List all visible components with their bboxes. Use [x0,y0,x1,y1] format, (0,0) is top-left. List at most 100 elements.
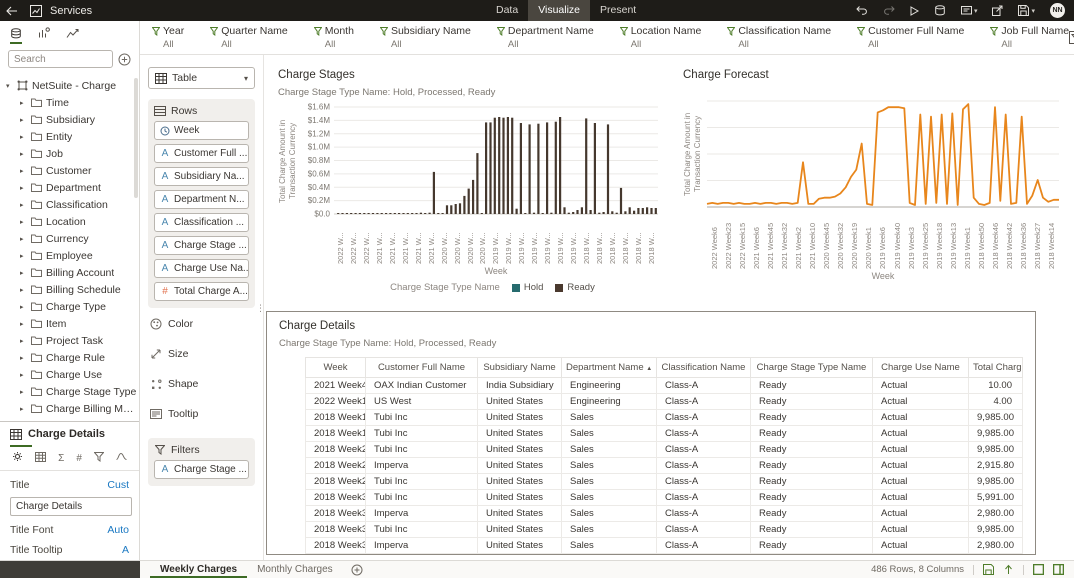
expander-closed-icon[interactable]: ▸ [20,337,24,345]
filter-value[interactable]: All [738,39,749,50]
filter-value[interactable]: All [324,39,336,50]
filter-customer-full-name[interactable]: Customer Full Name All [857,25,964,50]
tab-format-numbers[interactable]: # [76,452,82,464]
expander-closed-icon[interactable]: ▸ [20,201,24,209]
table-row[interactable]: 2018 Week36ImpervaUnited StatesSalesClas… [305,537,1023,554]
field-chip-charge-use-na[interactable]: A Charge Use Na... [154,259,249,278]
filter-classification-name[interactable]: Classification Name All [727,25,831,50]
filter-value[interactable]: All [221,39,232,50]
expander-closed-icon[interactable]: ▸ [20,218,24,226]
filter-value[interactable]: All [507,39,519,50]
tab-data-layers[interactable] [35,451,47,465]
column-header-charge-stage-type-name[interactable]: Charge Stage Type Name [750,357,873,378]
expander-closed-icon[interactable]: ▸ [20,133,24,141]
tab-analytics[interactable] [116,452,127,464]
grammar-section-shape[interactable]: Shape [148,370,255,398]
tree-folder-item[interactable]: ▸ Item [0,315,139,332]
tab-visualizations-panel[interactable] [38,27,50,44]
tab-analytics-panel[interactable] [66,28,79,44]
field-chip-classification[interactable]: A Classification ... [154,213,249,232]
save-icon[interactable]: ▾ [1018,5,1035,16]
column-header-charge-use-name[interactable]: Charge Use Name [872,357,969,378]
panel-resize-handle[interactable]: ⋮ [256,303,265,313]
legend-item-ready[interactable]: Ready [555,282,595,293]
canvas-tab-weekly-charges[interactable]: Weekly Charges [150,561,247,578]
tree-folder-time[interactable]: ▸ Time [0,94,139,111]
column-header-classification-name[interactable]: Classification Name [656,357,751,378]
tree-folder-employee[interactable]: ▸ Employee [0,247,139,264]
field-chip-week[interactable]: Week [154,121,249,140]
tree-folder-charge-stage-type[interactable]: ▸ Charge Stage Type [0,383,139,400]
search-input[interactable] [8,50,113,68]
property-value[interactable]: Auto [107,524,129,536]
tab-data-panel[interactable] [10,28,22,44]
expander-closed-icon[interactable]: ▸ [20,371,24,379]
filter-value[interactable]: All [630,39,642,50]
expander-closed-icon[interactable]: ▸ [20,388,24,396]
column-header-total-charge-amount-in-transaction-currency[interactable]: Total Charge Amount in Transaction Curre… [968,357,1023,378]
charge-details-table[interactable]: Week Customer Full Name Subsidiary Name Dep… [305,357,1023,554]
filter-month[interactable]: Month All [313,25,354,50]
table-row[interactable]: 2018 Week3 Tubi Inc United States Sales Clas… [305,489,1023,506]
viz-type-select[interactable]: Table ▾ [148,67,255,89]
filter-department-name[interactable]: Department Name All [496,25,594,50]
field-chip-charge-stage[interactable]: A Charge Stage ... [154,236,249,255]
expander-closed-icon[interactable]: ▸ [20,286,24,294]
field-chip-customer-full[interactable]: A Customer Full ... [154,144,249,163]
expander-closed-icon[interactable]: ▸ [20,116,24,124]
tree-folder-charge-rule[interactable]: ▸ Charge Rule [0,349,139,366]
expander-closed-icon[interactable]: ▸ [20,184,24,192]
tab-filters[interactable] [93,451,105,465]
filter-job-full-name[interactable]: Job Full Name All [990,25,1069,50]
field-chip-charge-stage[interactable]: A Charge Stage ... [154,460,249,479]
grammar-section-tooltip[interactable]: Tooltip [148,400,255,428]
tree-folder-entity[interactable]: ▸ Entity [0,128,139,145]
tree-folder-job[interactable]: ▸ Job [0,145,139,162]
tree-folder-charge-billing-mode[interactable]: ▸ Charge Billing Mode ... [0,400,139,417]
column-header-customer-full-name[interactable]: Customer Full Name [365,357,478,378]
tree-folder-classification[interactable]: ▸ Classification [0,196,139,213]
expander-closed-icon[interactable]: ▸ [20,354,24,362]
charge-forecast-chart[interactable]: Charge Forecast Total Charge Amount in T… [669,61,1074,305]
field-chip-department-n[interactable]: A Department N... [154,190,249,209]
grammar-section-size[interactable]: Size [148,340,255,368]
field-chip-subsidiary-na[interactable]: A Subsidiary Na... [154,167,249,186]
table-row[interactable]: 2018 Week27ImpervaUnited StatesSalesClas… [305,457,1023,474]
refresh-data-icon[interactable] [934,5,946,16]
tab-general-properties[interactable] [12,451,23,465]
filter-value[interactable]: All [1001,39,1012,50]
tree-folder-department[interactable]: ▸ Department [0,179,139,196]
maximize-canvas-icon[interactable] [1033,564,1044,575]
expander-closed-icon[interactable]: ▸ [20,269,24,277]
property-value[interactable]: A [121,544,129,556]
expander-closed-icon[interactable]: ▸ [20,405,24,413]
tree-folder-customer[interactable]: ▸ Customer [0,162,139,179]
grammar-section-color[interactable]: Color [148,310,255,338]
legend-item-hold[interactable]: Hold [511,282,543,293]
tree-folder-subsidiary[interactable]: ▸ Subsidiary [0,111,139,128]
undo-icon[interactable] [856,5,868,16]
canvas-tab-monthly-charges[interactable]: Monthly Charges [257,564,333,575]
filter-value[interactable]: All [390,39,402,50]
annotate-icon[interactable]: ▾ [960,5,977,16]
expander-closed-icon[interactable]: ▸ [20,320,24,328]
add-canvas-icon[interactable] [351,564,363,576]
filter-year[interactable]: Year All [152,25,184,50]
tree-folder-billing-account[interactable]: ▸ Billing Account [0,264,139,281]
export-icon[interactable] [992,5,1003,16]
expander-closed-icon[interactable]: ▸ [20,167,24,175]
filter-location-name[interactable]: Location Name All [619,25,701,50]
expander-open-icon[interactable]: ▾ [6,82,10,90]
property-value[interactable]: Cust [107,479,129,491]
tree-folder-project-task[interactable]: ▸ Project Task [0,332,139,349]
expander-closed-icon[interactable]: ▸ [20,303,24,311]
avatar[interactable]: NN [1050,3,1065,18]
tree-folder-location[interactable]: ▸ Location [0,213,139,230]
present-play-icon[interactable] [910,5,919,16]
view-tab-present[interactable]: Present [600,4,637,16]
panel-toggle-icon[interactable] [1053,564,1064,575]
